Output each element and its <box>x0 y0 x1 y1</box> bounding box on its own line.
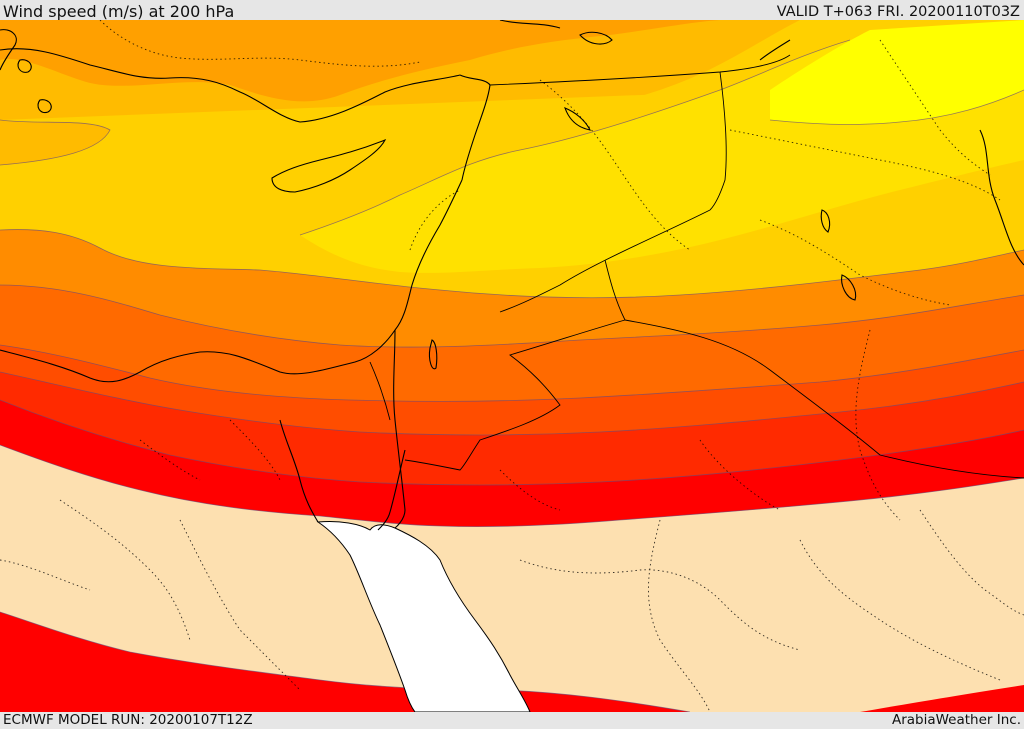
band-weak <box>0 445 1024 712</box>
footer-bar: ECMWF MODEL RUN: 20200107T12Z ArabiaWeat… <box>0 712 1024 729</box>
credit-label: ArabiaWeather Inc. <box>891 712 1021 728</box>
valid-time: VALID T+063 FRI. 20200110T03Z <box>776 4 1020 20</box>
wind-speed-map <box>0 20 1024 712</box>
band-yellow <box>770 20 1024 125</box>
map-title: Wind speed (m/s) at 200 hPa <box>3 2 235 21</box>
borders <box>369 54 1024 479</box>
model-run-label: ECMWF MODEL RUN: 20200107T12Z <box>3 712 253 728</box>
title-bar: Wind speed (m/s) at 200 hPa VALID T+063 … <box>0 0 1024 21</box>
band-red-south <box>0 612 690 712</box>
admin-boundaries <box>0 20 1024 712</box>
band-red-southeast <box>860 685 1024 712</box>
coastlines <box>0 20 1024 531</box>
red-sea <box>316 521 531 712</box>
